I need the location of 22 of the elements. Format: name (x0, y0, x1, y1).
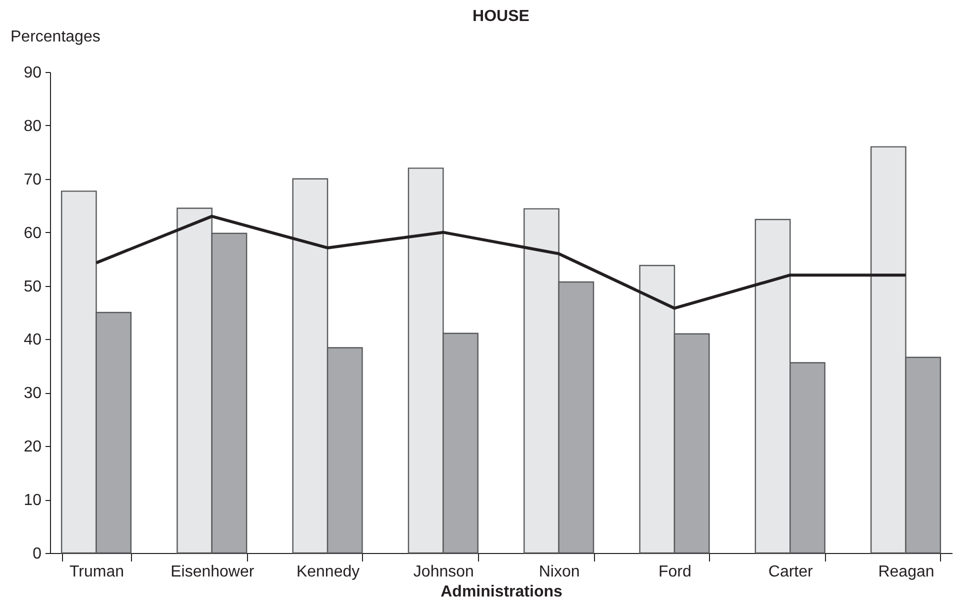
x-tick-label: Nixon (538, 564, 580, 580)
line-series (94, 214, 908, 310)
y-tick-label: 90 (24, 64, 42, 82)
x-tick-label: Reagan (878, 564, 934, 580)
y-tick-label: 40 (24, 332, 42, 349)
x-tick-label: Ford (658, 564, 692, 580)
x-tick-label: Kennedy (296, 564, 360, 580)
y-tick-label: 60 (24, 224, 42, 242)
y-tick-label: 20 (24, 438, 42, 456)
y-tick-label: 80 (24, 118, 42, 135)
x-tick-label: Carter (768, 564, 814, 580)
y-axis-title: Percentages (10, 28, 100, 46)
x-axis-title: Administrations (440, 584, 562, 600)
y-tick-label: 50 (24, 278, 42, 296)
x-tick-label: Eisenhower (170, 564, 255, 580)
x-tick-label: Johnson (413, 564, 474, 580)
y-tick-label: 70 (24, 171, 42, 188)
chart-title: HOUSE (472, 8, 530, 25)
y-tick-label: 10 (24, 492, 42, 510)
y-tick-label: 30 (24, 385, 42, 402)
y-tick-label: 0 (32, 546, 42, 562)
x-tick-label: Truman (69, 564, 124, 580)
